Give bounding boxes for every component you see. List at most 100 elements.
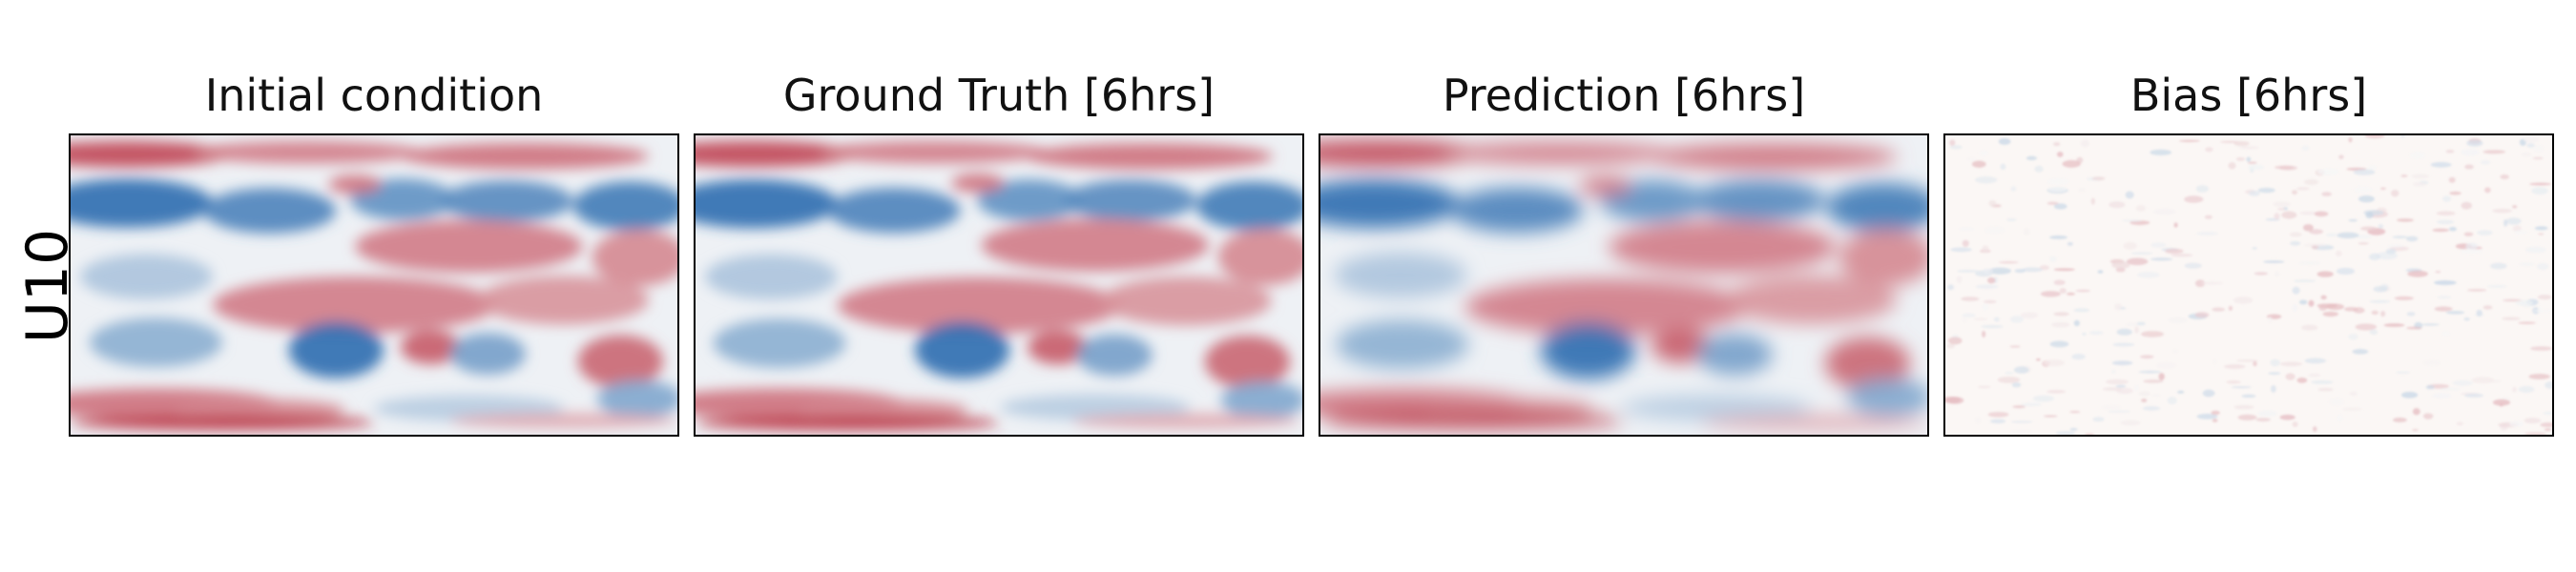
bias-speck bbox=[2435, 270, 2441, 274]
bias-speck bbox=[2228, 162, 2236, 170]
bias-speck bbox=[2505, 217, 2522, 225]
bias-speck bbox=[1973, 317, 1988, 320]
bias-speck bbox=[2436, 219, 2455, 225]
bias-speck bbox=[2483, 150, 2506, 154]
bias-speck bbox=[2239, 146, 2259, 150]
bias-speck bbox=[2023, 228, 2030, 235]
bias-speck bbox=[2212, 307, 2226, 312]
bias-speck bbox=[2201, 281, 2224, 285]
field-blob bbox=[203, 188, 337, 234]
bias-speck bbox=[2299, 211, 2319, 215]
bias-speck bbox=[1962, 239, 1969, 247]
bias-speck bbox=[1998, 261, 2019, 264]
bias-speck bbox=[2292, 304, 2297, 312]
bias-speck bbox=[2078, 188, 2086, 192]
bias-speck bbox=[2281, 211, 2297, 219]
bias-speck bbox=[2524, 432, 2547, 435]
bias-speck bbox=[2196, 232, 2219, 235]
bias-speck bbox=[2309, 229, 2323, 235]
bias-speck bbox=[2270, 358, 2280, 367]
bias-speck bbox=[2532, 309, 2552, 313]
bias-speck bbox=[2533, 144, 2544, 153]
field-blob bbox=[1700, 415, 1927, 431]
bias-speck bbox=[2432, 228, 2449, 233]
panel-title: Bias [6hrs] bbox=[2129, 70, 2368, 121]
bias-speck bbox=[2448, 227, 2457, 232]
bias-speck bbox=[2142, 406, 2161, 411]
bias-speck bbox=[2371, 310, 2379, 316]
bias-speck bbox=[2503, 298, 2523, 302]
bias-speck bbox=[2523, 136, 2540, 143]
bias-speck bbox=[2126, 322, 2141, 326]
field-blob bbox=[1621, 395, 1812, 421]
bias-speck bbox=[2466, 289, 2487, 292]
field-blob bbox=[1465, 278, 1750, 336]
bias-speck bbox=[2337, 232, 2359, 239]
bias-speck bbox=[2205, 147, 2213, 153]
field-blob bbox=[696, 415, 1000, 431]
bias-speck bbox=[2274, 271, 2280, 277]
bias-speck bbox=[1983, 268, 1994, 275]
bias-speck bbox=[2342, 407, 2362, 411]
panel-title: Prediction [6hrs] bbox=[1442, 70, 1806, 121]
field-blob bbox=[1826, 182, 1927, 233]
bias-speck bbox=[1979, 150, 1988, 156]
bias-speck bbox=[2255, 418, 2271, 422]
field-blob bbox=[914, 321, 1010, 378]
bias-speck bbox=[2125, 191, 2134, 199]
bias-speck bbox=[2138, 391, 2150, 397]
bias-speck bbox=[2279, 414, 2296, 420]
bias-speck bbox=[1971, 160, 1986, 168]
bias-speck bbox=[2537, 295, 2552, 300]
bias-speck bbox=[2466, 139, 2483, 147]
bias-speck bbox=[2314, 211, 2329, 217]
bias-speck bbox=[2409, 152, 2426, 159]
field-blob bbox=[704, 254, 838, 300]
bias-speck bbox=[2524, 418, 2542, 424]
bias-speck bbox=[2053, 312, 2069, 317]
bias-speck bbox=[2308, 299, 2315, 307]
bias-speck bbox=[1984, 226, 2005, 235]
bias-speck bbox=[2226, 380, 2241, 384]
map-field-layer bbox=[71, 140, 677, 431]
field-blob bbox=[1101, 276, 1272, 326]
bias-speck bbox=[2009, 430, 2033, 434]
bias-speck bbox=[2102, 387, 2123, 391]
bias-speck bbox=[2111, 261, 2130, 269]
field-blob bbox=[478, 276, 650, 325]
bias-speck bbox=[2348, 334, 2358, 340]
bias-speck bbox=[2140, 355, 2154, 359]
bias-speck bbox=[2296, 187, 2310, 191]
bias-speck bbox=[2526, 143, 2535, 148]
bias-speck bbox=[2067, 241, 2073, 246]
bias-speck bbox=[2056, 152, 2064, 157]
bias-speck bbox=[2369, 253, 2380, 260]
bias-speck bbox=[2173, 222, 2178, 228]
bias-speck bbox=[2406, 326, 2422, 330]
bias-speck bbox=[2120, 419, 2141, 426]
field-blob bbox=[696, 140, 858, 168]
field-blob bbox=[1000, 394, 1191, 421]
bias-speck bbox=[1946, 397, 1964, 404]
bias-speck bbox=[2545, 381, 2552, 389]
field-blob bbox=[213, 276, 498, 334]
bias-speck bbox=[2247, 161, 2257, 164]
bias-speck bbox=[2423, 359, 2441, 366]
bias-speck bbox=[2316, 303, 2337, 308]
bias-speck bbox=[2236, 359, 2258, 362]
field-blob bbox=[1217, 228, 1302, 286]
field-blob bbox=[355, 219, 583, 274]
bias-speck bbox=[2073, 308, 2090, 313]
bias-speck bbox=[2000, 163, 2006, 171]
field-blob bbox=[951, 173, 1005, 193]
bias-speck bbox=[2529, 182, 2552, 186]
bias-speck bbox=[1993, 317, 2000, 322]
field-blob bbox=[1320, 178, 1460, 229]
bias-speck bbox=[2411, 174, 2429, 179]
bias-speck bbox=[2537, 306, 2543, 314]
bias-speck bbox=[2311, 380, 2334, 384]
panel-initial-condition: Initial condition bbox=[69, 57, 679, 439]
bias-speck bbox=[2053, 268, 2075, 272]
bias-speck bbox=[2477, 230, 2493, 235]
bias-speck bbox=[2082, 332, 2087, 336]
